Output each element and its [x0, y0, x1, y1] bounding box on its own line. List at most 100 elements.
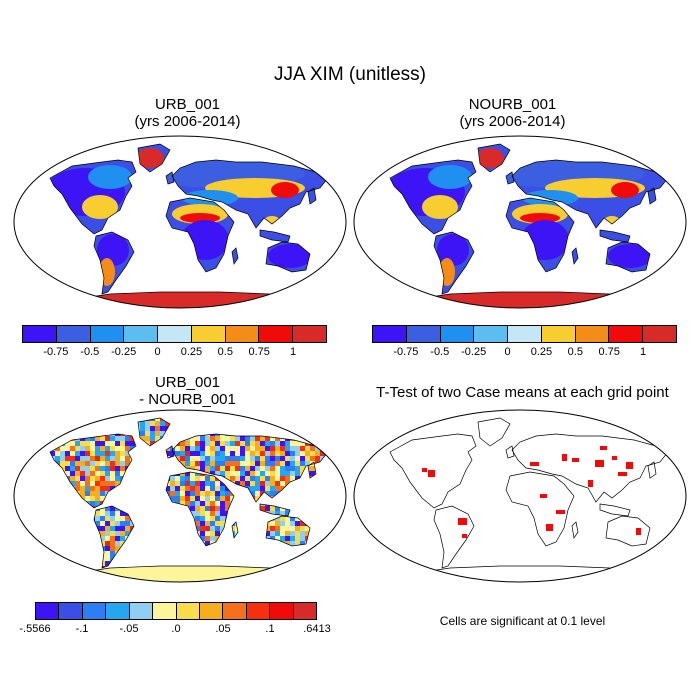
coastline-greenland [137, 417, 171, 447]
map-grid-cell [260, 506, 265, 511]
map-grid-cell [110, 446, 115, 451]
map-grid-cell [265, 461, 270, 466]
map-grid-cell [300, 541, 305, 546]
map-grid-cell [90, 436, 95, 441]
map-grid-cell [85, 451, 90, 456]
map-grid-cell [175, 496, 180, 501]
map-grid-cell [250, 441, 255, 446]
map-grid-cell [120, 451, 125, 456]
map-grid-cell [265, 571, 270, 576]
map-grid-cell [55, 566, 60, 568]
map-grid-cell [210, 436, 215, 441]
map-grid-cell [270, 491, 275, 496]
map-grid-cell [195, 486, 200, 491]
map-grid-cell [65, 461, 70, 466]
map-grid-cell [200, 436, 205, 441]
map-grid-cell [285, 481, 290, 486]
map-grid-cell [115, 466, 120, 471]
map-grid-cell [325, 546, 330, 551]
map-grid-cell [110, 451, 115, 456]
map-grid-cell [335, 456, 340, 461]
map-grid-cell [55, 426, 60, 431]
map-grid-cell [210, 531, 215, 536]
map-grid-cell [325, 541, 330, 546]
map-grid-cell [95, 516, 100, 521]
map-grid-cell [185, 441, 190, 446]
map-grid-cell [35, 561, 40, 566]
map-grid-cell [175, 491, 180, 496]
map-grid-cell [335, 556, 340, 561]
map-grid-cell [65, 441, 70, 446]
map-grid-cell [280, 441, 285, 446]
colorbar-tick-label: -0.5 [430, 346, 450, 358]
map-grid-cell [105, 511, 110, 516]
map-grid-cell [295, 446, 300, 451]
map-grid-cell [230, 461, 235, 466]
map-ocean [354, 410, 686, 582]
map-grid-cell [220, 471, 225, 476]
map-grid-cell [315, 566, 320, 568]
map-grid-cell [285, 516, 290, 521]
map-grid-cell [195, 491, 200, 496]
map-grid-cell [330, 418, 334, 421]
map-grid-cell [105, 436, 110, 441]
map-grid-cell [315, 436, 320, 441]
map-grid-cell [290, 421, 295, 426]
map-grid-cell [90, 451, 95, 456]
map-grid-cell [120, 526, 125, 531]
significant-cell [618, 472, 627, 476]
map-grid-cell [210, 491, 215, 496]
map-grid-cell [200, 501, 205, 506]
coastline-madagascar [231, 521, 239, 539]
map-grid-cell [215, 461, 220, 466]
map-grid-cell [260, 571, 265, 576]
map-grid-cell [210, 501, 215, 506]
map-grid-cell [105, 461, 110, 466]
map-grid-cell [225, 456, 230, 461]
map-grid-cell [100, 536, 105, 541]
map-grid-cell [295, 441, 300, 446]
map-grid-cell [325, 561, 330, 566]
map-grid-cell [240, 451, 245, 456]
map-grid-cell [280, 526, 285, 531]
map-grid-cell [255, 456, 260, 461]
map-grid-cell [50, 426, 55, 431]
map-grid-cell [205, 521, 210, 526]
panel-title-urb-line1: URB_001 [154, 96, 221, 113]
map-grid-cell [115, 511, 120, 516]
map-grid-cell [295, 466, 300, 471]
map-grid-cell [125, 526, 130, 531]
map-grid-cell [60, 446, 65, 451]
map-grid-cell [80, 456, 85, 461]
coastline-africa [165, 197, 235, 273]
map-grid-cell [330, 561, 334, 566]
map-grid-cell [100, 516, 105, 521]
map-grid-cell [105, 446, 110, 451]
map-grid-cell [265, 531, 270, 536]
map-grid-cell [250, 436, 255, 441]
map-grid-cell [335, 546, 340, 551]
colorbar-swatch [440, 326, 475, 342]
map-grid-cell [235, 446, 240, 451]
map-grid-cell [235, 471, 240, 476]
map-grid-cell [280, 461, 285, 466]
map-grid-cell [295, 521, 300, 526]
map-grid-cell [90, 571, 95, 576]
map-grid-cell [190, 436, 195, 441]
map-grid-cell [315, 426, 320, 431]
map-grid-cell [205, 496, 210, 501]
map-grid-cell [95, 521, 100, 526]
map-grid-cell [180, 461, 185, 466]
map-grid-cell [265, 486, 270, 491]
coastline-uk [165, 171, 175, 185]
map-grid-cell [175, 486, 180, 491]
coastline-greenland [137, 143, 171, 173]
map-grid-cell [40, 441, 45, 446]
map-grid-cell [230, 441, 235, 446]
map-grid-cell [185, 446, 190, 451]
map-grid-cell [305, 571, 310, 576]
map-grid-cell [100, 436, 105, 441]
map-grid-cell [205, 466, 210, 471]
map-grid-cell [60, 451, 65, 456]
map-land-field [422, 446, 641, 538]
